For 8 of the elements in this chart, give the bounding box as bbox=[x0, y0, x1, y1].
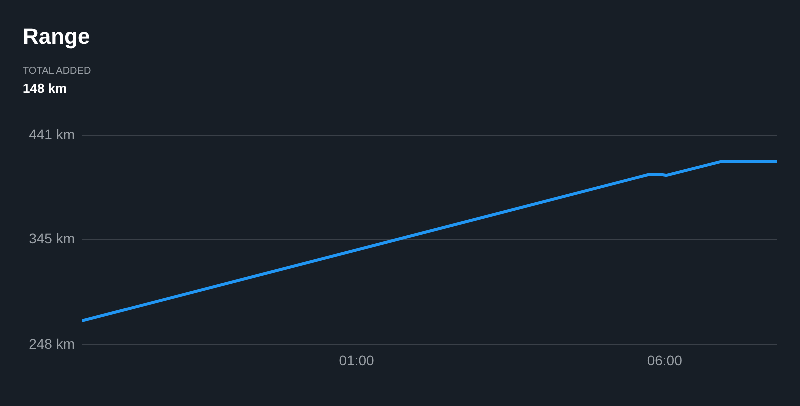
x-tick-label: 06:00 bbox=[647, 352, 683, 368]
chart-subtitle: TOTAL ADDED bbox=[23, 66, 92, 77]
text: 148 km bbox=[23, 81, 68, 96]
y-tick-label: 248 km bbox=[29, 336, 75, 352]
chart-title: Range bbox=[23, 24, 90, 50]
y-tick-label: 345 km bbox=[29, 230, 75, 247]
y-tick-label: 441 km bbox=[29, 126, 75, 142]
x-tick-label: 01:00 bbox=[339, 352, 375, 368]
